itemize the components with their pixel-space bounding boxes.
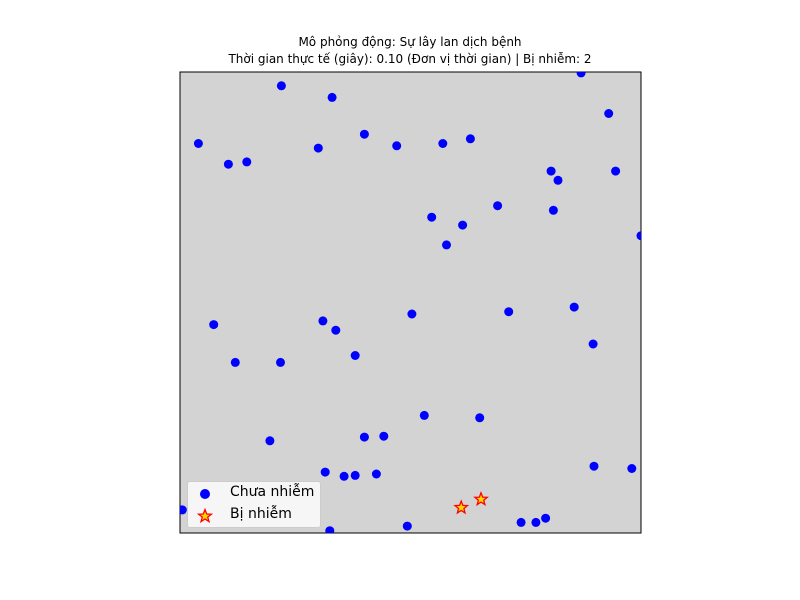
uninfected-point [627,464,637,473]
uninfected-point [458,220,468,230]
uninfected-point [438,139,448,148]
uninfected-point [276,357,285,367]
uninfected-point [359,129,369,139]
uninfected-point [419,410,429,420]
uninfected-point [548,205,558,215]
uninfected-point [313,143,323,153]
uninfected-point [265,436,275,446]
uninfected-point [589,461,599,471]
uninfected-point [242,157,252,167]
uninfected-point [636,231,641,241]
uninfected-point [402,521,412,531]
uninfected-point [276,81,286,91]
infected-point [473,490,489,507]
uninfected-point [180,505,187,515]
infected-star-icon [197,508,213,524]
chart-subtitle: Thời gian thực tế (giây): 0.10 (Đơn vị t… [228,52,592,66]
uninfected-point [516,517,526,527]
uninfected-point [465,134,475,144]
uninfected-point [193,139,203,148]
uninfected-point [371,469,381,479]
uninfected-point [379,431,389,441]
data-points [180,72,641,533]
uninfected-point [209,320,219,330]
uninfected-point [604,109,614,118]
uninfected-point [320,467,330,477]
uninfected-point [493,201,503,211]
uninfected-point [318,316,328,326]
uninfected-point [407,309,417,319]
uninfected-point [331,325,341,335]
legend-entry-uninfected: Chưa nhiễm [188,483,318,503]
uninfected-point [230,357,240,367]
uninfected-point [475,413,485,423]
uninfected-point [588,339,598,349]
plot-area [179,71,642,534]
uninfected-point [350,351,360,360]
uninfected-marker-icon [200,489,210,499]
uninfected-point [427,212,437,222]
uninfected-point [576,72,586,78]
uninfected-point [223,159,233,169]
uninfected-point [546,166,556,176]
legend-label-uninfected: Chưa nhiễm [230,484,315,500]
uninfected-point [350,470,360,480]
infected-point [453,499,470,515]
legend: Chưa nhiễm Bị nhiễm [187,481,321,528]
uninfected-point [327,92,337,102]
uninfected-point [541,513,551,523]
legend-entry-infected: Bị nhiễm [188,505,318,525]
uninfected-point [504,307,514,317]
uninfected-point [339,471,349,481]
uninfected-point [531,517,541,527]
uninfected-point [442,240,451,250]
uninfected-point [392,141,402,151]
uninfected-point [611,166,621,176]
uninfected-point [325,526,335,533]
chart-title: Mô phỏng động: Sự lây lan dịch bệnh [298,35,522,49]
uninfected-point [553,175,563,185]
uninfected-point [359,432,369,442]
uninfected-point [569,302,579,312]
legend-label-infected: Bị nhiễm [230,506,292,522]
